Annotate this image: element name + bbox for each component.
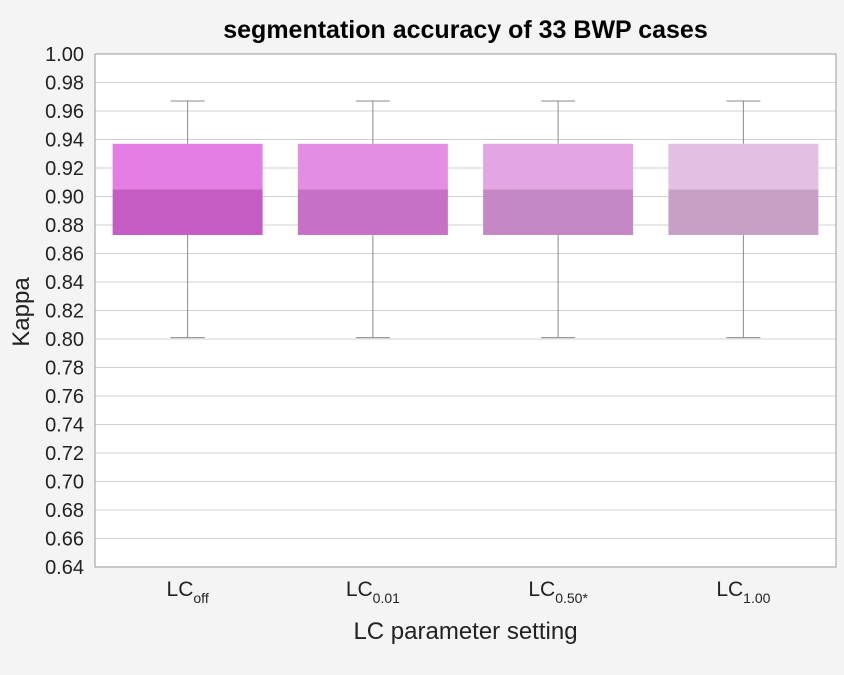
plot-frame (94, 53, 837, 568)
y-tick-label: 0.90 (45, 187, 84, 209)
x-tick-base: LC (166, 578, 194, 601)
y-tick-label: 0.74 (45, 415, 84, 437)
x-tick-subscript: off (193, 590, 209, 606)
y-tick-label: 0.70 (45, 472, 84, 494)
y-tick-label: 0.66 (45, 529, 84, 551)
x-tick-subscript: 1.00 (743, 590, 771, 606)
y-tick-label: 1.00 (45, 44, 84, 66)
y-tick-label: 0.88 (45, 215, 84, 237)
y-tick-label: 0.84 (45, 272, 84, 294)
chart-title: segmentation accuracy of 33 BWP cases (223, 16, 708, 44)
y-tick-label: 0.78 (45, 358, 84, 380)
x-tick-base: LC (716, 578, 744, 601)
box-lower-half (668, 189, 819, 235)
x-tick-label: LC0.50* (528, 578, 588, 606)
y-tick-label: 0.68 (45, 500, 84, 522)
x-tick-label: LC0.01 (346, 578, 400, 606)
y-tick-label: 0.94 (45, 130, 84, 152)
y-tick-label: 0.72 (45, 443, 84, 465)
x-tick-base: LC (528, 578, 556, 601)
x-tick-label: LCoff (167, 578, 209, 606)
y-tick-label: 0.64 (45, 557, 84, 579)
y-tick-label: 0.86 (45, 244, 84, 266)
x-tick-label: LC1.00 (716, 578, 770, 606)
y-tick-label: 0.96 (45, 101, 84, 123)
x-tick-subscript: 0.50* (555, 590, 588, 606)
y-tick-label: 0.82 (45, 301, 84, 323)
x-tick-subscript: 0.01 (372, 590, 400, 606)
y-tick-label: 0.92 (45, 158, 84, 180)
x-axis-label: LC parameter setting (353, 618, 578, 645)
x-tick-base: LC (345, 578, 373, 601)
box-upper-half (483, 143, 634, 190)
box-lower-half (112, 189, 263, 235)
box-lower-half (297, 189, 448, 235)
y-axis-label: Kappa (8, 277, 35, 347)
box-upper-half (297, 143, 448, 190)
box-upper-half (112, 143, 263, 190)
y-tick-label: 0.80 (45, 329, 84, 351)
y-tick-label: 0.98 (45, 73, 84, 95)
box-upper-half (668, 143, 819, 190)
y-tick-label: 0.76 (45, 386, 84, 408)
box-lower-half (483, 189, 634, 235)
